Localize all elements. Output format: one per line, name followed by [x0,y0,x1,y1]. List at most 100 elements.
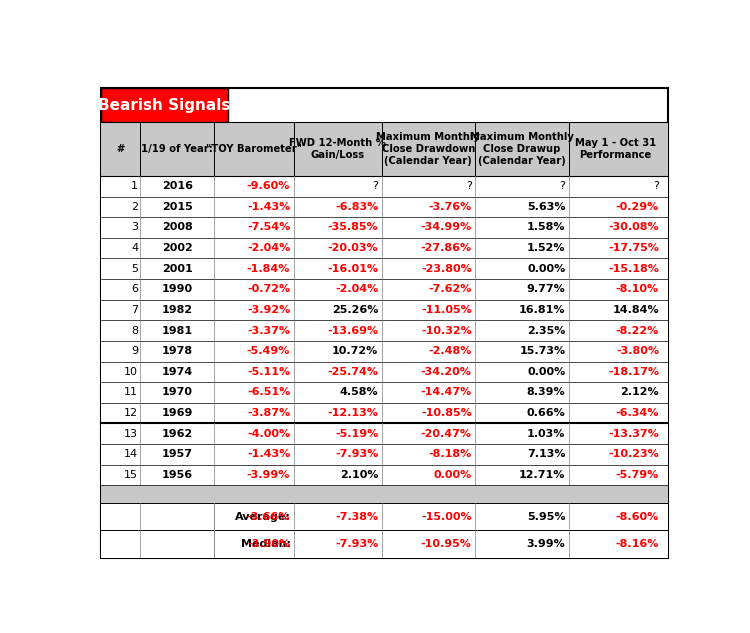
Text: -7.38%: -7.38% [335,511,378,522]
Text: -14.47%: -14.47% [421,387,472,398]
Text: 5: 5 [131,264,138,273]
Text: 1981: 1981 [162,325,193,335]
Text: -11.05%: -11.05% [421,305,472,315]
Text: -1.43%: -1.43% [247,449,290,460]
Text: 14.84%: 14.84% [612,305,659,315]
Text: 2016: 2016 [162,181,193,191]
Text: -27.86%: -27.86% [421,243,472,253]
Text: -4.00%: -4.00% [247,429,290,439]
Text: 1956: 1956 [162,470,193,480]
Text: 0.00%: 0.00% [527,367,566,377]
Text: -20.47%: -20.47% [421,429,472,439]
Text: 15.73%: 15.73% [519,346,566,356]
Text: -8.22%: -8.22% [616,325,659,335]
Text: 14: 14 [124,449,138,460]
Text: -10.23%: -10.23% [608,449,659,460]
Text: 2: 2 [131,202,138,212]
Text: -1.43%: -1.43% [247,202,290,212]
Text: -1.84%: -1.84% [247,264,290,273]
Text: -7.93%: -7.93% [335,539,378,549]
Text: -10.85%: -10.85% [421,408,472,418]
Text: 7.13%: 7.13% [526,449,566,460]
Text: -3.92%: -3.92% [247,305,290,315]
Text: -5.49%: -5.49% [247,346,290,356]
Text: -3.66%: -3.66% [247,511,290,522]
Text: ?: ? [560,181,566,191]
Text: -18.17%: -18.17% [608,367,659,377]
Text: 1957: 1957 [162,449,193,460]
Text: -5.79%: -5.79% [616,470,659,480]
Bar [100,88,228,122]
Text: 1982: 1982 [162,305,193,315]
Text: 2001: 2001 [162,264,193,273]
Text: 10: 10 [124,367,138,377]
Text: 8.39%: 8.39% [526,387,566,398]
Text: 1974: 1974 [162,367,193,377]
Text: 2008: 2008 [162,222,193,232]
Text: 2.12%: 2.12% [620,387,659,398]
Text: -5.19%: -5.19% [335,429,378,439]
Text: 9.77%: 9.77% [526,284,566,294]
Text: 1969: 1969 [161,408,193,418]
Text: 25.26%: 25.26% [332,305,378,315]
Bar [100,196,668,217]
Text: -3.99%: -3.99% [247,470,290,480]
Text: -10.32%: -10.32% [421,325,472,335]
Bar [100,299,668,320]
Text: 3.99%: 3.99% [526,539,566,549]
Text: -25.74%: -25.74% [327,367,378,377]
Bar [100,176,668,196]
Text: -7.62%: -7.62% [428,284,472,294]
Text: #: # [116,144,124,154]
Text: 9: 9 [131,346,138,356]
Text: 15: 15 [124,470,138,480]
Text: -30.08%: -30.08% [608,222,659,232]
Text: 1978: 1978 [162,346,193,356]
Text: 1.58%: 1.58% [526,222,566,232]
Text: -2.48%: -2.48% [428,346,472,356]
Text: 1990: 1990 [162,284,193,294]
Text: ?: ? [653,181,659,191]
Text: 5.63%: 5.63% [526,202,566,212]
Text: -8.60%: -8.60% [616,511,659,522]
Text: -6.34%: -6.34% [616,408,659,418]
Text: -12.13%: -12.13% [327,408,378,418]
Text: -5.11%: -5.11% [247,367,290,377]
Text: -10.95%: -10.95% [421,539,472,549]
Text: 16.81%: 16.81% [519,305,566,315]
Text: -20.03%: -20.03% [328,243,378,253]
Bar [100,486,668,503]
Bar [100,238,668,258]
Text: -7.54%: -7.54% [247,222,290,232]
Text: -0.29%: -0.29% [616,202,659,212]
Text: 1.52%: 1.52% [526,243,566,253]
Text: -15.00%: -15.00% [421,511,472,522]
Bar [100,403,668,423]
Bar [100,530,668,558]
Text: 8: 8 [131,325,138,335]
Bar [100,279,668,299]
Text: 2015: 2015 [162,202,193,212]
Text: -0.72%: -0.72% [247,284,290,294]
Text: 1962: 1962 [162,429,193,439]
Text: -8.16%: -8.16% [616,539,659,549]
Text: ?: ? [466,181,472,191]
Text: 4: 4 [131,243,138,253]
Text: -16.01%: -16.01% [327,264,378,273]
Text: -34.99%: -34.99% [421,222,472,232]
Text: 11: 11 [124,387,138,398]
Text: 2.35%: 2.35% [527,325,566,335]
Text: -7.93%: -7.93% [335,449,378,460]
Text: 12: 12 [124,408,138,418]
Text: -15.18%: -15.18% [608,264,659,273]
Text: May 1 - Oct 31
Performance: May 1 - Oct 31 Performance [575,138,656,160]
Text: 2.10%: 2.10% [340,470,378,480]
Text: 13: 13 [124,429,138,439]
Text: 1/19 of Year:: 1/19 of Year: [141,144,213,154]
Text: -13.69%: -13.69% [327,325,378,335]
Text: Bearish Signals: Bearish Signals [98,97,231,113]
Text: 6: 6 [131,284,138,294]
Text: Maximum Monthly
Close Drawup
(Calendar Year): Maximum Monthly Close Drawup (Calendar Y… [470,132,574,165]
Text: Median:: Median: [241,539,291,549]
Text: -23.80%: -23.80% [421,264,472,273]
